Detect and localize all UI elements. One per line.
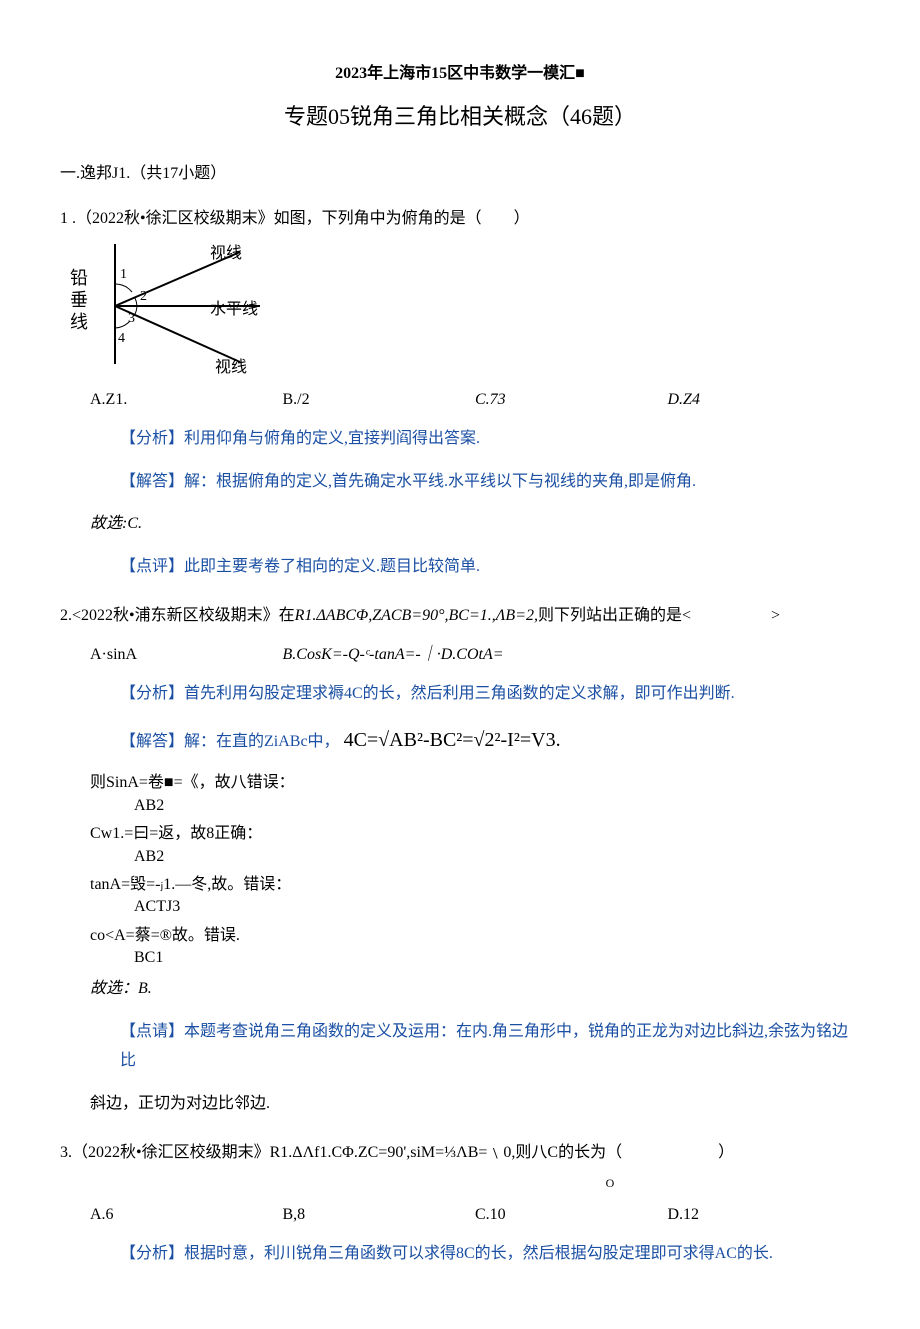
q2-review: 【点请】本题考查说角三角函数的定义及运用：在内.角三角形中，锐角的正龙为对边比斜… — [120, 1018, 860, 1076]
label-bottom-sight: 视线 — [215, 358, 247, 374]
q2-review-text: 【点请】本题考查说角三角函数的定义及运用：在内.角三角形中，锐角的正龙为对边比斜… — [120, 1023, 848, 1069]
q1-answer: 【解答】解：根据俯角的定义,首先确定水平线.水平线以下与视线的夹角,即是俯角. — [120, 468, 860, 497]
q3-options: A.6 B,8 C.10 D.12 — [90, 1201, 860, 1230]
q2-options: A·sinA B.CosK=-Q-ᶜ-tanA=-｜·D.COtA= — [90, 641, 860, 670]
label-2: 2 — [140, 289, 147, 304]
q3-opt-c: C.10 — [475, 1201, 668, 1230]
q2-cosA-bot: AB2 — [90, 846, 860, 868]
q1-options: A.Z1. B./2 C.73 D.Z4 — [90, 386, 860, 415]
label-vert-3: 线 — [70, 312, 88, 332]
q3-opt-a: A.6 — [90, 1201, 283, 1230]
q3-sub-o: O — [60, 1173, 860, 1195]
q2-answer: 【解答】解：在直的ZiABc中， 4C=√AB²-BC²=√2²-I²=V3. — [120, 722, 860, 758]
q2-cosA-top: Cw1.=曰=返，故8正确： — [90, 823, 860, 845]
header-line2: 专题05锐角三角比相关概念（46题） — [60, 97, 860, 137]
q2-tanA-bot: ACTJ3 — [90, 896, 860, 918]
label-top-sight: 视线 — [210, 244, 242, 262]
q2-sinA: 则SinA=卷■=《，故八错误： AB2 — [90, 772, 860, 817]
q3-analysis: 【分析】根据时意，利川锐角三角函数可以求得8C的长，然后根据勾股定理即可求得AC… — [120, 1240, 860, 1269]
q3-opt-b: B,8 — [283, 1201, 476, 1230]
q1-answer-text: 【解答】解：根据俯角的定义,首先确定水平线.水平线以下与视线的夹角,即是俯角. — [120, 473, 696, 490]
label-vert-1: 铅 — [70, 268, 88, 288]
q2-cotA-top: co<A=蔡=®故。错误. — [90, 925, 860, 947]
question-3: 3.（2022秋•徐汇区校级期末》R1.ΔΛf1.CΦ.ZC=90',siM=⅓… — [60, 1139, 860, 1269]
label-1: 1 — [120, 267, 127, 282]
label-horizontal: 水平线 — [210, 300, 258, 318]
arc-1 — [115, 284, 132, 292]
q1-diagram: 1 2 3 4 视线 水平线 视线 铅 垂 线 — [60, 244, 280, 374]
q2-answer-formula: 4C=√AB²-BC²=√2²-I²=V3. — [344, 729, 561, 751]
q1-opt-a: A.Z1. — [90, 386, 283, 415]
q2-cotA-bot: BC1 — [90, 947, 860, 969]
q2-answer-pre: 【解答】解：在直的ZiABc中， — [120, 733, 340, 750]
q3-opt-d: D.12 — [668, 1201, 861, 1230]
q1-review: 【点评】此即主要考卷了相向的定义.题目比较简单. — [120, 553, 860, 582]
label-4: 4 — [118, 331, 125, 346]
q2-cosA: Cw1.=曰=返，故8正确： AB2 — [90, 823, 860, 868]
arc-2 — [135, 298, 137, 306]
q2-analysis: 【分析】首先利用勾股定理求褥4C的长，然后利用三角函数的定义求解，即可作出判断. — [120, 680, 860, 709]
q2-sinA-bot: AB2 — [90, 795, 860, 817]
q2-opt-b: B.CosK=-Q-ᶜ-tanA=-｜·D.COtA= — [283, 641, 861, 670]
q1-analysis: 【分析】利用仰角与俯角的定义,宜接判阎得出答案. — [120, 425, 860, 454]
q1-therefore: 故选:C. — [90, 510, 860, 539]
header-line1: 2023年上海市15区中韦数学一模汇■ — [60, 60, 860, 89]
label-3: 3 — [128, 311, 135, 326]
q2-analysis-text: 【分析】首先利用勾股定理求褥4C的长，然后利用三角函数的定义求解，即可作出判断. — [120, 685, 735, 702]
section-heading: 一.逸邦J1.（共17小题） — [60, 160, 860, 189]
q2-review2: 斜边，正切为对边比邻边. — [90, 1090, 860, 1119]
q2-tanA: tanA=毁=-ⱼ1.—冬,故。错误： ACTJ3 — [90, 874, 860, 919]
q1-opt-b: B./2 — [283, 386, 476, 415]
q2-sinA-top: 则SinA=卷■=《，故八错误： — [90, 772, 860, 794]
q1-opt-d: D.Z4 — [668, 386, 861, 415]
q2-stem: 2.<2022秋•浦东新区校级期末》在R1.ΔΑΒCΦ,ZACB=90°,BC=… — [60, 602, 860, 631]
q1-stem: 1 .（2022秋•徐汇区校级期末》如图，下列角中为俯角的是（ ） — [60, 205, 860, 234]
q1-analysis-text: 【分析】利用仰角与俯角的定义,宜接判阎得出答案. — [120, 430, 480, 447]
q2-opt-a: A·sinA — [90, 641, 283, 670]
q2-tanA-top: tanA=毁=-ⱼ1.—冬,故。错误： — [90, 874, 860, 896]
q2-stem-mid: R1.ΔΑΒCΦ,ZACB=90°,BC=1.,ΛB=2, — [295, 607, 538, 624]
q2-stem-pre: 2.<2022秋•浦东新区校级期末》在 — [60, 607, 295, 624]
q2-stem-post: 则下列站出正确的是< > — [538, 607, 780, 624]
question-1: 1 .（2022秋•徐汇区校级期末》如图，下列角中为俯角的是（ ） 1 2 3 … — [60, 205, 860, 582]
q1-review-text: 【点评】此即主要考卷了相向的定义.题目比较简单. — [120, 558, 480, 575]
q1-opt-c: C.73 — [475, 386, 668, 415]
question-2: 2.<2022秋•浦东新区校级期末》在R1.ΔΑΒCΦ,ZACB=90°,BC=… — [60, 602, 860, 1119]
q3-stem: 3.（2022秋•徐汇区校级期末》R1.ΔΛf1.CΦ.ZC=90',siM=⅓… — [60, 1139, 860, 1168]
angle-diagram-svg: 1 2 3 4 视线 水平线 视线 铅 垂 线 — [60, 244, 280, 374]
q2-therefore-text: 故选：B. — [90, 980, 152, 997]
q3-analysis-text: 【分析】根据时意，利川锐角三角函数可以求得8C的长，然后根据勾股定理即可求得AC… — [120, 1245, 773, 1262]
q2-cotA: co<A=蔡=®故。错误. BC1 — [90, 925, 860, 970]
q2-therefore: 故选：B. — [90, 975, 860, 1004]
label-vert-2: 垂 — [70, 290, 88, 310]
